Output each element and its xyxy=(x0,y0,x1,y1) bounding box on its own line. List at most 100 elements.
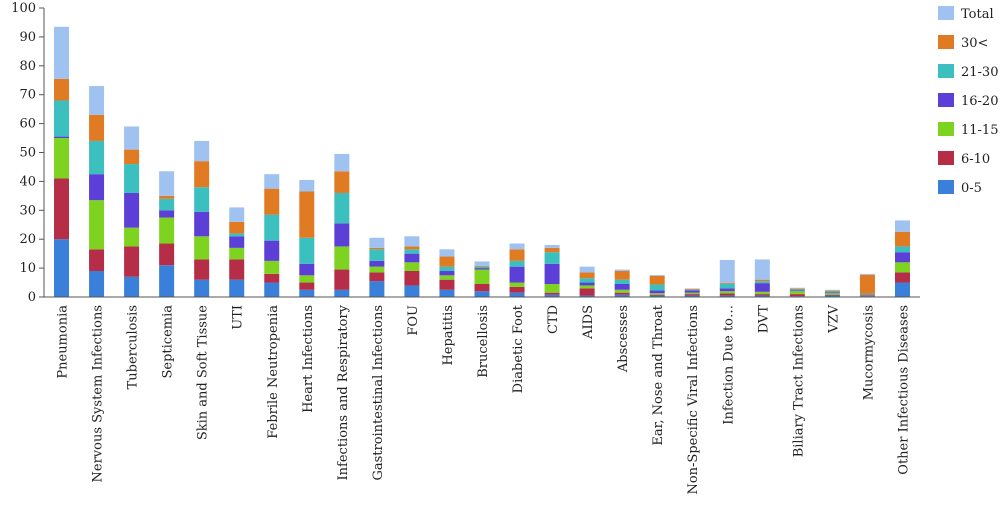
bar-segment-4-4 xyxy=(194,187,210,212)
legend-swatch xyxy=(938,122,954,136)
bar-segment-1-5 xyxy=(89,114,105,141)
bar-segment-24-2 xyxy=(894,262,910,273)
x-tick-label: Tuberculosis xyxy=(126,305,141,389)
bar-segment-14-6 xyxy=(544,244,560,248)
x-tick-label: Pneumonia xyxy=(56,305,71,379)
bar-segment-0-5 xyxy=(54,78,70,101)
bar-segment-16-3 xyxy=(614,284,630,290)
bar-segment-10-1 xyxy=(404,270,420,286)
bar-segment-6-5 xyxy=(264,188,280,215)
bar-segment-9-0 xyxy=(369,281,385,297)
bar-segment-3-2 xyxy=(159,217,175,244)
x-tick-label: Gastrointestinal Infections xyxy=(371,305,386,481)
bar-segment-16-0 xyxy=(614,294,630,297)
x-tick-label: FOU xyxy=(406,305,421,336)
bar-segment-20-6 xyxy=(754,259,770,280)
bar-segment-3-4 xyxy=(159,198,175,211)
bar-segment-22-2 xyxy=(824,293,840,295)
x-tick-label: DVT xyxy=(756,305,771,334)
bar-segment-15-2 xyxy=(579,285,595,289)
bar-segment-24-3 xyxy=(894,252,910,263)
x-tick-label: Heart Infections xyxy=(301,305,316,413)
bar-segment-2-3 xyxy=(124,192,140,228)
bar-segment-19-4 xyxy=(719,284,735,289)
bar-segment-9-1 xyxy=(369,272,385,282)
legend-swatch xyxy=(938,64,954,78)
bar-segment-2-4 xyxy=(124,164,140,193)
bar-segment-19-5 xyxy=(719,283,735,284)
bar-segment-20-3 xyxy=(754,283,770,292)
bar-segment-5-0 xyxy=(229,279,245,297)
bars xyxy=(54,26,910,297)
bar-segment-10-0 xyxy=(404,285,420,297)
legend: Total 30< 21-30 16-20 11-15 6-10 0-5 xyxy=(938,6,998,196)
bar-segment-14-2 xyxy=(544,284,560,293)
legend-swatch xyxy=(938,93,954,107)
bar-segment-10-5 xyxy=(404,246,420,250)
bar-segment-8-5 xyxy=(334,171,350,193)
y-tick-label: 70 xyxy=(19,88,36,103)
x-tick-label: Mucormycosis xyxy=(861,305,876,400)
bar-segment-23-1 xyxy=(859,295,875,297)
bar-segment-18-0 xyxy=(684,295,700,297)
bar-segment-1-3 xyxy=(89,174,105,201)
bar-segment-1-4 xyxy=(89,140,105,175)
x-tick-label: Septicemia xyxy=(161,305,176,379)
bar-segment-1-6 xyxy=(89,86,105,115)
bar-segment-15-1 xyxy=(579,288,595,296)
x-tick-label: Abscesses xyxy=(616,305,631,373)
bar-segment-17-4 xyxy=(649,284,665,291)
bar-segment-9-2 xyxy=(369,266,385,273)
x-tick-label: Nervous System Infections xyxy=(91,305,106,482)
bar-segment-12-4 xyxy=(474,266,490,269)
bar-segment-11-3 xyxy=(439,270,455,276)
bar-segment-24-4 xyxy=(894,246,910,253)
x-tick-label: Febrile Neutropenia xyxy=(266,305,281,439)
bar-segment-19-6 xyxy=(719,260,735,284)
bar-segment-10-6 xyxy=(404,236,420,247)
bar-segment-24-0 xyxy=(894,282,910,297)
bar-segment-7-1 xyxy=(299,282,315,290)
bar-segment-10-4 xyxy=(404,249,420,254)
y-tick-label: 60 xyxy=(19,117,36,132)
bar-segment-4-0 xyxy=(194,279,210,297)
bar-segment-7-3 xyxy=(299,263,315,276)
bar-segment-17-2 xyxy=(649,293,665,295)
bar-segment-22-5 xyxy=(824,290,840,292)
bar-segment-8-6 xyxy=(334,153,350,172)
bar-segment-9-3 xyxy=(369,260,385,267)
bar-segment-23-5 xyxy=(859,274,875,294)
bar-segment-16-5 xyxy=(614,270,630,280)
bar-segment-0-4 xyxy=(54,100,70,137)
bar-segment-13-6 xyxy=(509,243,525,250)
bar-segment-8-3 xyxy=(334,223,350,247)
bar-segment-11-4 xyxy=(439,266,455,271)
bar-segment-21-5 xyxy=(789,288,805,290)
bar-segment-8-0 xyxy=(334,289,350,297)
bar-segment-0-0 xyxy=(54,239,70,297)
bar-segment-5-5 xyxy=(229,221,245,234)
x-tick-label: Hepatitis xyxy=(441,305,456,366)
bar-segment-4-6 xyxy=(194,140,210,162)
bar-segment-6-1 xyxy=(264,273,280,283)
bar-segment-17-5 xyxy=(649,275,665,285)
bar-segment-18-5 xyxy=(684,288,700,290)
bar-segment-5-4 xyxy=(229,233,245,237)
bar-segment-2-2 xyxy=(124,227,140,247)
y-tick-label: 50 xyxy=(19,146,36,161)
bar-segment-0-3 xyxy=(54,136,70,139)
bar-segment-16-4 xyxy=(614,279,630,284)
bar-segment-22-1 xyxy=(824,294,840,296)
bar-segment-20-5 xyxy=(754,279,770,282)
bar-segment-23-4 xyxy=(859,293,875,295)
bar-segment-13-3 xyxy=(509,266,525,283)
bar-segment-11-6 xyxy=(439,249,455,257)
bar-segment-19-3 xyxy=(719,288,735,292)
bar-segment-16-6 xyxy=(614,269,630,271)
bar-segment-0-2 xyxy=(54,138,70,179)
bar-segment-20-0 xyxy=(754,295,770,297)
bar-segment-0-1 xyxy=(54,178,70,240)
bar-segment-6-3 xyxy=(264,240,280,261)
bar-segment-3-6 xyxy=(159,171,175,196)
bar-segment-9-6 xyxy=(369,237,385,248)
